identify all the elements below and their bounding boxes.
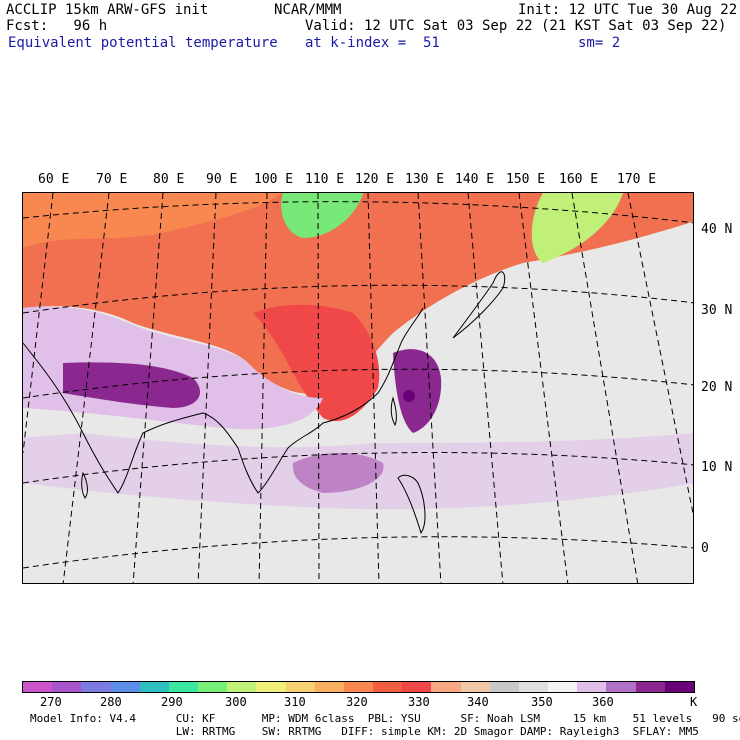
colorbar-segment-10 <box>314 682 344 692</box>
colorbar-segment-4 <box>139 682 169 692</box>
lon-label-150e: 150 E <box>506 172 546 187</box>
colorbar-segment-18 <box>548 682 578 692</box>
japan-coast <box>452 271 506 339</box>
lon-label-160e: 160 E <box>559 172 599 187</box>
lon-label-110e: 110 E <box>305 172 345 187</box>
taiwan-coast <box>390 396 397 427</box>
colorbar-segment-9 <box>285 682 315 692</box>
lon-label-60e: 60 E <box>38 172 70 187</box>
meridian-160e <box>571 193 639 583</box>
typhoon-core <box>393 349 442 433</box>
meridian-120e <box>367 193 380 583</box>
colorbar-segment-20 <box>606 682 636 692</box>
forecast-hour: Fcst: 96 h <box>6 18 108 34</box>
colorbar-segment-22 <box>664 682 694 692</box>
tick-340: 340 <box>467 695 489 709</box>
meridian-90e <box>197 193 217 583</box>
lon-label-100e: 100 E <box>254 172 294 187</box>
tick-unit-k: K <box>690 695 698 709</box>
tick-360: 360 <box>592 695 614 709</box>
k-index: at k-index = 51 <box>305 35 440 51</box>
colorbar-segment-2 <box>81 682 111 692</box>
lat-label-20n: 20 N <box>701 380 733 395</box>
tick-350: 350 <box>531 695 553 709</box>
meridian-140e <box>467 193 504 583</box>
tick-280: 280 <box>100 695 122 709</box>
tick-320: 320 <box>346 695 368 709</box>
meridian-80e <box>132 193 164 583</box>
graticule-10n <box>23 452 693 484</box>
meridian-70e <box>62 193 110 583</box>
meridian-100e <box>258 193 268 583</box>
colorbar-segment-21 <box>635 682 665 692</box>
lon-label-90e: 90 E <box>206 172 238 187</box>
philippines-coast <box>397 474 426 535</box>
lon-label-70e: 70 E <box>96 172 128 187</box>
colorbar-segment-17 <box>518 682 549 692</box>
colorbar-segment-12 <box>373 682 403 692</box>
colorbar-segment-11 <box>343 682 374 692</box>
meridian-150e <box>518 193 569 583</box>
tick-330: 330 <box>408 695 430 709</box>
colorbar-segment-6 <box>198 682 228 692</box>
tick-290: 290 <box>161 695 183 709</box>
colorbar <box>22 681 695 693</box>
colorbar-segment-16 <box>489 682 519 692</box>
lon-label-80e: 80 E <box>153 172 185 187</box>
init-time: Init: 12 UTC Tue 30 Aug 22 <box>518 2 738 18</box>
graticule-20n <box>23 368 693 399</box>
lat-label-0: 0 <box>701 541 709 556</box>
meridian-60e <box>23 193 54 454</box>
tick-310: 310 <box>284 695 306 709</box>
colorbar-segment-5 <box>168 682 199 692</box>
colorbar-segment-1 <box>52 682 82 692</box>
tick-270: 270 <box>40 695 62 709</box>
lat-label-40n: 40 N <box>701 222 733 237</box>
lon-label-170e: 170 E <box>617 172 657 187</box>
colorbar-segment-3 <box>110 682 140 692</box>
colorbar-segment-14 <box>431 682 461 692</box>
graticule-40n <box>23 201 693 224</box>
colorbar-segment-19 <box>577 682 607 692</box>
lon-label-130e: 130 E <box>405 172 445 187</box>
tropical-moist-band <box>23 433 693 510</box>
coastlines <box>23 271 506 535</box>
high-theta-band-india <box>63 362 201 408</box>
map-canvas <box>23 193 693 583</box>
lat-label-30n: 30 N <box>701 303 733 318</box>
lon-label-120e: 120 E <box>355 172 395 187</box>
graticule <box>23 193 693 583</box>
meridian-170e <box>627 193 693 516</box>
title-line: ACCLIP 15km ARW-GFS init <box>6 2 209 18</box>
smoothing: sm= 2 <box>578 35 621 51</box>
colorbar-segment-8 <box>256 682 286 692</box>
graticule-0 <box>23 536 693 569</box>
hot-region-china <box>253 304 380 422</box>
sri-lanka-coast <box>81 471 88 499</box>
tick-300: 300 <box>225 695 247 709</box>
center-label: NCAR/MMM <box>274 2 342 18</box>
model-info-line2: LW: RRTMG SW: RRTMG DIFF: simple KM: 2D … <box>30 725 699 738</box>
colorbar-segment-7 <box>227 682 257 692</box>
colorbar-segment-15 <box>460 682 490 692</box>
model-info-line1: Model Info: V4.4 CU: KF MP: WDM 6class P… <box>30 712 740 725</box>
field-name: Equivalent potential temperature <box>8 35 278 51</box>
meridian-110e <box>317 193 320 583</box>
warm-band-northwest <box>23 193 283 248</box>
meridian-130e <box>417 193 442 583</box>
typhoon-eye <box>403 390 415 402</box>
colorbar-segment-0 <box>23 682 53 692</box>
colorbar-segment-13 <box>402 682 432 692</box>
green-region-mongolia <box>281 193 363 238</box>
theta-e-map <box>22 192 694 584</box>
lat-label-10n: 10 N <box>701 460 733 475</box>
asian-coastline <box>23 307 424 494</box>
valid-time: Valid: 12 UTC Sat 03 Sep 22 (21 KST Sat … <box>305 18 727 34</box>
green-region-northeast <box>531 193 623 263</box>
lon-label-140e: 140 E <box>455 172 495 187</box>
